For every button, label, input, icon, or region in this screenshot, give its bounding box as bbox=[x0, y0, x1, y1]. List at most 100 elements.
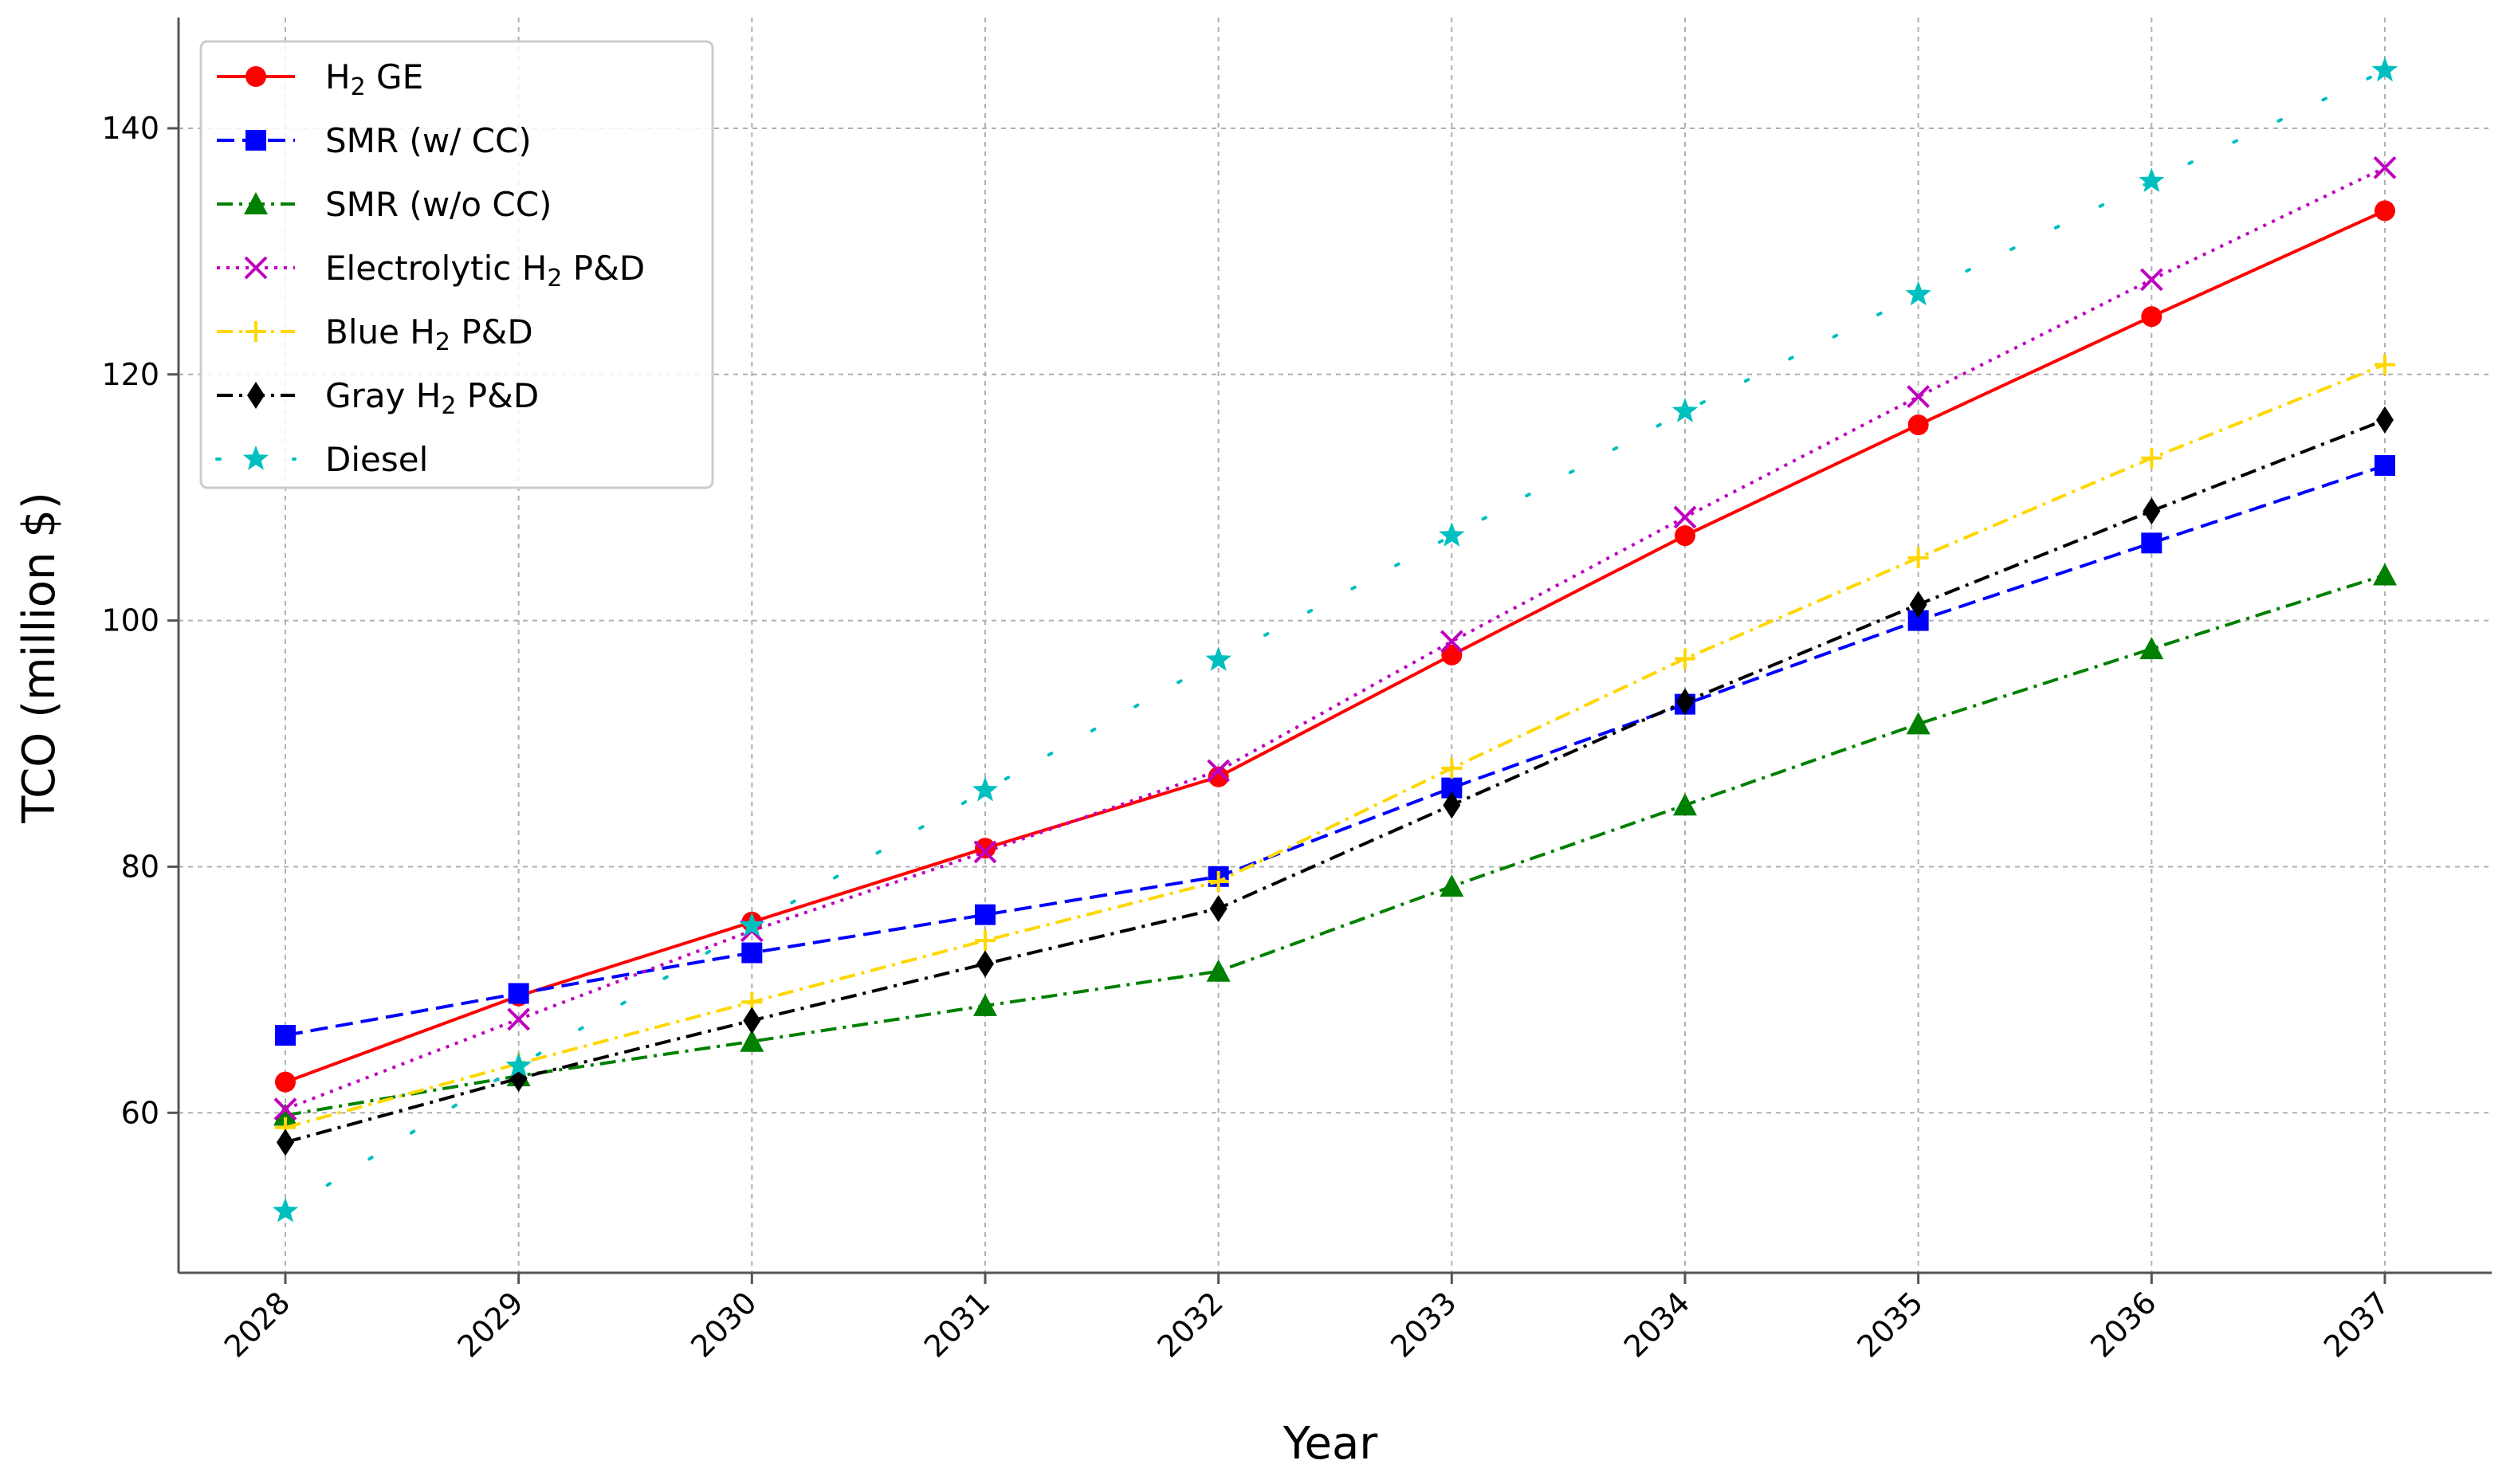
y-tick-label-2: 100 bbox=[101, 603, 159, 638]
x-tick-label-8: 2036 bbox=[2084, 1285, 2163, 1364]
x-tick-label-9: 2037 bbox=[2317, 1285, 2397, 1364]
legend-entry-4: Blue H2 P&D bbox=[217, 312, 533, 356]
y-tick-label-3: 120 bbox=[101, 357, 159, 392]
legend-label-4: Blue H2 P&D bbox=[325, 312, 533, 356]
data-point-2-7 bbox=[1906, 712, 1931, 735]
series-line-4 bbox=[285, 363, 2386, 1129]
data-point-0-7 bbox=[1907, 414, 1929, 436]
series-1 bbox=[275, 455, 2395, 1046]
data-point-3-5 bbox=[1440, 630, 1463, 654]
x-tick-label-5: 2033 bbox=[1384, 1285, 1463, 1364]
data-point-5-6 bbox=[1676, 688, 1694, 716]
data-point-2-0 bbox=[273, 1103, 297, 1126]
data-point-4-5 bbox=[1441, 757, 1463, 779]
x-tick-label-1: 2029 bbox=[451, 1285, 531, 1364]
data-point-2-2 bbox=[740, 1029, 764, 1052]
data-point-4-7 bbox=[1907, 547, 1929, 568]
data-point-0-3 bbox=[975, 838, 996, 859]
legend-label-1: SMR (w/ CC) bbox=[325, 121, 532, 160]
data-point-3-9 bbox=[2373, 155, 2397, 179]
legend-marker-3 bbox=[244, 256, 268, 280]
data-point-1-9 bbox=[2374, 455, 2395, 477]
legend-marker-4 bbox=[246, 321, 266, 342]
data-point-6-6 bbox=[1671, 398, 1699, 422]
legend-marker-2 bbox=[244, 192, 268, 214]
data-point-6-7 bbox=[1905, 281, 1931, 306]
data-point-5-9 bbox=[2376, 406, 2394, 434]
x-tick-label-3: 2031 bbox=[917, 1285, 997, 1364]
y-tick-label-1: 80 bbox=[121, 849, 159, 884]
series-layer bbox=[272, 57, 2398, 1223]
data-point-2-9 bbox=[2373, 563, 2397, 586]
legend-label-5: Gray H2 P&D bbox=[325, 376, 539, 420]
legend-entry-2: SMR (w/o CC) bbox=[217, 185, 552, 224]
legend-box bbox=[199, 40, 714, 489]
series-line-2 bbox=[285, 573, 2386, 1117]
data-point-6-9 bbox=[2371, 57, 2398, 82]
series-0 bbox=[275, 200, 2395, 1093]
data-point-0-5 bbox=[1441, 644, 1463, 665]
y-axis-title: TCO (million $) bbox=[14, 492, 65, 824]
data-point-2-4 bbox=[1206, 959, 1231, 982]
series-line-1 bbox=[285, 464, 2386, 1037]
data-point-3-7 bbox=[1907, 385, 1931, 409]
data-point-3-0 bbox=[273, 1097, 297, 1121]
legend-marker-6 bbox=[242, 446, 269, 470]
x-tick-label-4: 2032 bbox=[1151, 1285, 1231, 1364]
legend-label-0: H2 GE bbox=[325, 57, 423, 101]
data-point-3-6 bbox=[1673, 505, 1697, 529]
data-point-3-1 bbox=[507, 1007, 531, 1031]
series-6 bbox=[272, 57, 2398, 1223]
legend-entry-0: H2 GE bbox=[217, 57, 423, 101]
legend-entry-6: Diesel bbox=[215, 440, 428, 479]
data-point-0-0 bbox=[275, 1071, 296, 1093]
y-tick-label-0: 60 bbox=[121, 1095, 159, 1130]
x-tick-label-0: 2028 bbox=[218, 1285, 297, 1364]
data-point-6-5 bbox=[1439, 522, 1465, 547]
series-line-0 bbox=[285, 209, 2386, 1084]
series-line-5 bbox=[285, 418, 2386, 1144]
data-point-5-2 bbox=[743, 1007, 761, 1034]
legend-entry-1: SMR (w/ CC) bbox=[217, 121, 532, 160]
y-tick-label-4: 140 bbox=[101, 111, 159, 146]
x-axis-title: Year bbox=[1282, 1418, 1379, 1470]
data-point-6-3 bbox=[972, 776, 999, 802]
data-point-0-9 bbox=[2374, 200, 2395, 222]
data-point-3-4 bbox=[1207, 759, 1231, 783]
data-point-5-8 bbox=[2143, 497, 2161, 525]
legend-marker-5 bbox=[247, 382, 265, 409]
x-tick-label-2: 2030 bbox=[684, 1285, 764, 1364]
series-2 bbox=[273, 563, 2397, 1126]
data-point-6-8 bbox=[2139, 167, 2165, 193]
data-point-1-0 bbox=[275, 1024, 296, 1046]
data-point-5-7 bbox=[1909, 591, 1927, 618]
x-tick-label-6: 2034 bbox=[1617, 1285, 1697, 1364]
data-point-5-5 bbox=[1443, 791, 1461, 819]
data-point-5-0 bbox=[277, 1129, 294, 1156]
data-point-4-8 bbox=[2141, 447, 2162, 469]
data-point-6-4 bbox=[1205, 646, 1231, 671]
data-point-1-2 bbox=[741, 942, 763, 964]
data-point-0-8 bbox=[2141, 306, 2162, 328]
data-point-2-5 bbox=[1440, 874, 1464, 897]
series-line-3 bbox=[285, 166, 2386, 1111]
data-point-1-3 bbox=[975, 904, 996, 925]
data-point-1-1 bbox=[508, 983, 529, 1004]
data-point-5-3 bbox=[976, 950, 994, 978]
legend-entry-3: Electrolytic H2 P&D bbox=[217, 249, 645, 292]
data-point-2-8 bbox=[2139, 637, 2164, 660]
data-point-6-1 bbox=[505, 1052, 532, 1078]
data-point-6-2 bbox=[739, 912, 765, 937]
data-point-4-4 bbox=[1208, 870, 1229, 892]
legend-marker-1 bbox=[246, 130, 266, 151]
data-point-3-3 bbox=[973, 840, 997, 864]
data-point-3-8 bbox=[2139, 268, 2163, 292]
data-point-4-3 bbox=[975, 930, 996, 952]
legend-label-2: SMR (w/o CC) bbox=[325, 185, 552, 224]
data-point-4-6 bbox=[1675, 648, 1695, 669]
legend-label-3: Electrolytic H2 P&D bbox=[325, 249, 645, 292]
data-point-1-8 bbox=[2141, 532, 2162, 554]
data-point-5-4 bbox=[1209, 894, 1228, 922]
